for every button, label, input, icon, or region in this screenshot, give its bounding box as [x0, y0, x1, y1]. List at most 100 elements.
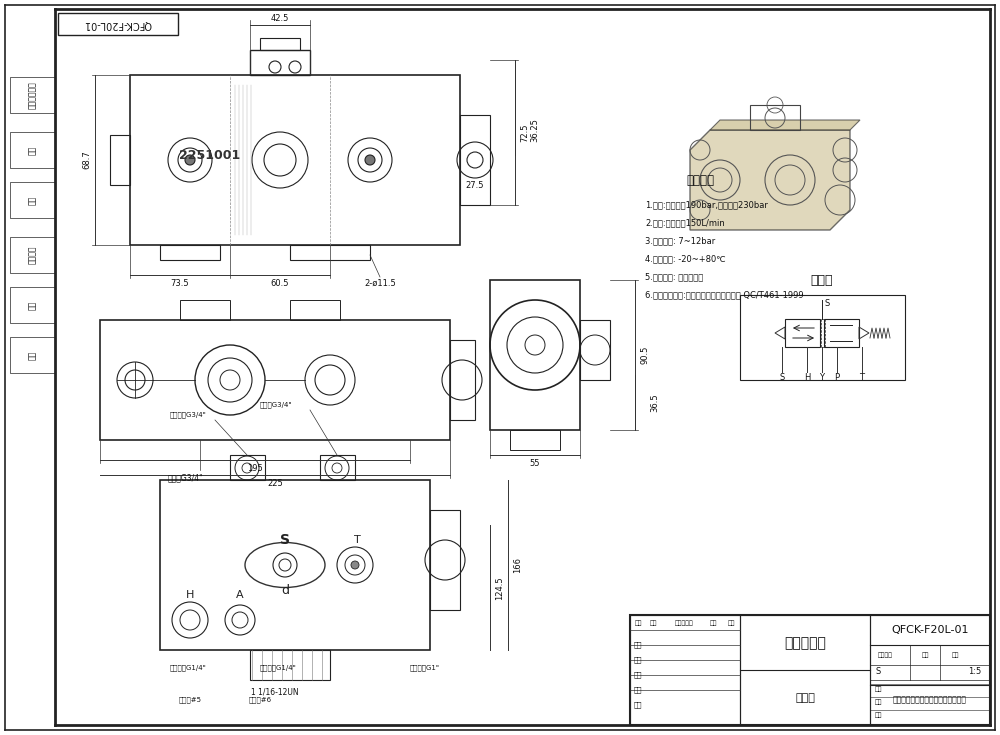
Bar [180, 300, 230, 320]
Bar [160, 245, 220, 260]
Text: 审核: 审核 [634, 672, 642, 678]
Bar [785, 319, 820, 347]
Text: 进油口G3/4": 进油口G3/4" [167, 473, 203, 482]
Text: 批准: 批准 [875, 686, 883, 692]
Text: P: P [834, 373, 840, 381]
Text: 排气串#6: 排气串#6 [248, 697, 272, 703]
Text: 审核: 审核 [875, 699, 883, 705]
Text: 42.5: 42.5 [271, 13, 289, 23]
Text: 用进油口G1": 用进油口G1" [410, 664, 440, 671]
Text: d: d [281, 584, 289, 597]
Text: 1 1/16-12UN: 1 1/16-12UN [251, 687, 299, 697]
Bar [250, 650, 330, 680]
Bar [740, 615, 870, 725]
Text: 签字: 签字 [28, 301, 36, 309]
Bar [870, 615, 990, 725]
Text: 管道用件登记: 管道用件登记 [28, 81, 36, 109]
Text: 4.工作温度: -20~+80℃: 4.工作温度: -20~+80℃ [645, 254, 726, 264]
Text: 拟制: 拟制 [875, 712, 883, 718]
Text: 6.产品执行标准:《汽车换向阀技术条件》 QC/T461-1999: 6.产品执行标准:《汽车换向阀技术条件》 QC/T461-1999 [645, 290, 804, 299]
Text: 73.5: 73.5 [171, 279, 189, 287]
Text: S: S [875, 667, 881, 676]
Text: A: A [236, 590, 244, 600]
Text: 2251001: 2251001 [179, 148, 241, 162]
Text: 36.25: 36.25 [530, 118, 540, 142]
Text: 5.工作介质: 抗磨液压油: 5.工作介质: 抗磨液压油 [645, 273, 703, 282]
Text: H: H [186, 590, 194, 600]
Bar [430, 510, 460, 610]
Bar [10, 337, 55, 373]
Bar [580, 320, 610, 380]
Bar [10, 182, 55, 218]
Bar [740, 295, 905, 380]
Text: 更改文件号: 更改文件号 [675, 620, 694, 625]
Circle shape [365, 155, 375, 165]
Bar [250, 50, 310, 75]
Text: 1.压力:额定压力190bar,最大压力230bar: 1.压力:额定压力190bar,最大压力230bar [645, 201, 768, 209]
Text: 进气油口G3/4": 进气油口G3/4" [170, 412, 207, 418]
Text: 60.5: 60.5 [271, 279, 289, 287]
Text: S: S [779, 373, 785, 381]
Text: 液压换向阀: 液压换向阀 [784, 636, 826, 650]
Text: 90.5: 90.5 [640, 345, 650, 364]
Bar [290, 245, 370, 260]
Circle shape [351, 561, 359, 569]
Bar [130, 75, 460, 245]
Text: 批准: 批准 [634, 686, 642, 693]
Text: 重量: 重量 [921, 652, 929, 658]
Bar [490, 280, 580, 430]
Text: 工艺: 工艺 [634, 702, 642, 709]
Text: 2.流量:最大流量150L/min: 2.流量:最大流量150L/min [645, 218, 725, 228]
Text: 3.控制气压: 7~12bar: 3.控制气压: 7~12bar [645, 237, 715, 245]
Text: 校对: 校对 [28, 196, 36, 204]
Text: 1:5: 1:5 [968, 667, 982, 676]
Bar [630, 615, 740, 725]
Bar [10, 132, 55, 168]
Bar [260, 38, 300, 50]
Bar [100, 320, 450, 440]
Text: T: T [354, 535, 360, 545]
Bar [10, 77, 55, 113]
Bar [824, 319, 859, 347]
Bar [450, 340, 475, 420]
Polygon shape [690, 130, 850, 230]
Bar [460, 115, 490, 205]
Text: 225: 225 [267, 478, 283, 487]
Text: 组合件: 组合件 [795, 693, 815, 703]
Text: 签字: 签字 [710, 620, 718, 625]
Bar [110, 135, 130, 185]
Text: H: H [804, 373, 810, 381]
Text: S: S [280, 533, 290, 547]
Text: 镜图: 镜图 [28, 146, 36, 154]
Text: 数量: 数量 [650, 620, 658, 625]
Text: 68.7: 68.7 [82, 151, 92, 169]
Text: 日期: 日期 [28, 351, 36, 359]
Text: 排气油口G1/4": 排气油口G1/4" [170, 664, 207, 671]
Text: QFCK-F20L-01: QFCK-F20L-01 [891, 625, 969, 635]
Text: 124.5: 124.5 [496, 576, 505, 600]
Text: 72.5: 72.5 [520, 123, 530, 143]
Text: 27.5: 27.5 [466, 181, 484, 190]
Text: 标记: 标记 [635, 620, 642, 625]
Text: 设计: 设计 [634, 642, 642, 648]
Text: 用油口G3/4": 用油口G3/4" [260, 402, 292, 409]
Text: QFCK-F20L-01: QFCK-F20L-01 [84, 19, 152, 29]
Text: 166: 166 [514, 557, 522, 573]
Bar [10, 287, 55, 323]
Text: S: S [824, 298, 830, 307]
Bar [750, 105, 800, 130]
Text: 排气油口G1/4": 排气油口G1/4" [260, 664, 297, 671]
Text: 比例: 比例 [951, 652, 959, 658]
Polygon shape [710, 120, 860, 130]
Bar [320, 455, 355, 480]
Circle shape [185, 155, 195, 165]
Text: 常州市武进安行液压件制造有限公司: 常州市武进安行液压件制造有限公司 [893, 695, 967, 705]
Bar [160, 480, 430, 650]
Text: 195: 195 [247, 464, 263, 473]
Text: 技术参数: 技术参数 [686, 173, 714, 187]
Bar [58, 13, 178, 35]
Text: 排气串#5: 排气串#5 [178, 697, 202, 703]
Bar [10, 237, 55, 273]
Text: 标准图号: 标准图号 [28, 245, 36, 265]
Bar [290, 300, 340, 320]
